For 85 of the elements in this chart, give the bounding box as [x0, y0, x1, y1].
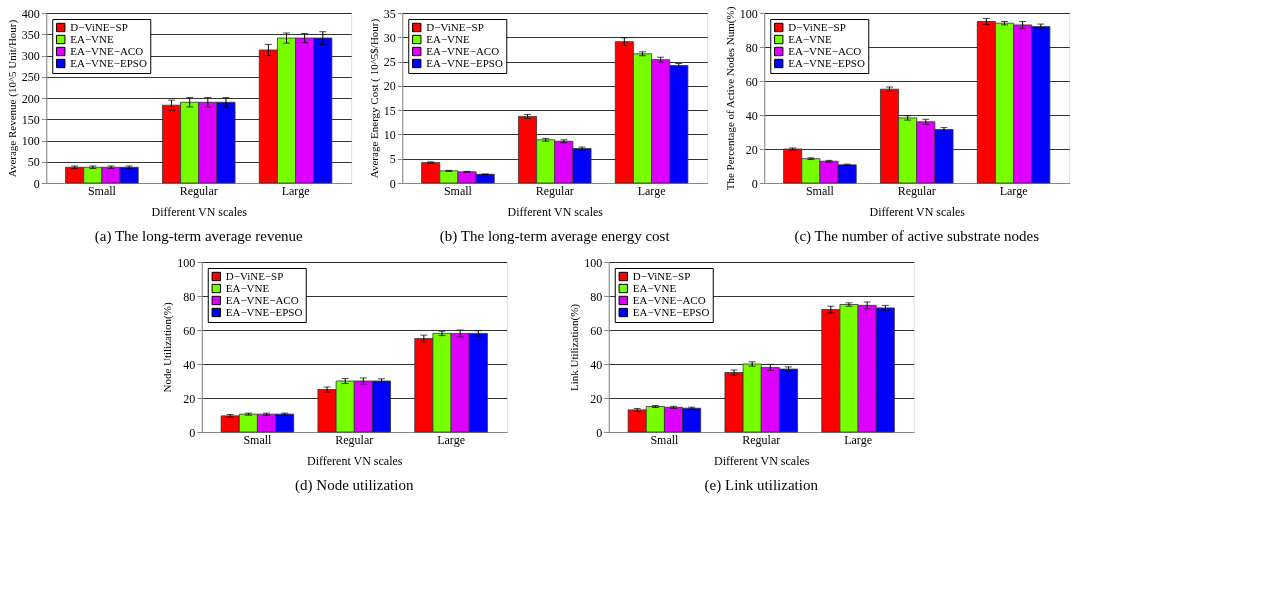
- y-tick-label: 100: [739, 6, 758, 21]
- legend-label: EA−VNE: [70, 32, 114, 45]
- y-tick-label: 150: [21, 112, 40, 127]
- legend-label: EA−VNE−ACO: [632, 293, 706, 306]
- x-axis-title: Different VN scales: [869, 204, 966, 219]
- y-tick-label: 0: [596, 425, 603, 440]
- legend-label: EA−VNE−ACO: [225, 293, 299, 306]
- legend-label: EA−VNE−ACO: [788, 44, 862, 57]
- y-tick-label: 60: [183, 323, 196, 338]
- legend-label: EA−VNE−EPSO: [70, 56, 147, 69]
- y-tick-label: 350: [21, 27, 40, 42]
- legend-label: D−ViNE−SP: [788, 20, 846, 33]
- y-tick-label: 20: [745, 142, 758, 157]
- legend-label: EA−VNE−EPSO: [788, 56, 865, 69]
- x-tick-label: Small: [87, 183, 117, 198]
- y-tick-label: 20: [383, 79, 396, 94]
- y-axis-title: Link Utilization(%): [568, 303, 582, 392]
- legend-label: EA−VNE−ACO: [426, 44, 500, 57]
- y-tick-label: 40: [183, 357, 196, 372]
- text: (e) Link utilization: [704, 477, 819, 494]
- x-axis-title: Different VN scales: [507, 204, 604, 219]
- y-tick-label: 200: [21, 91, 40, 106]
- y-tick-label: 50: [27, 155, 40, 170]
- y-axis-title: The Percentage of Active Nodes Num(%): [723, 6, 737, 191]
- legend-label: D−ViNE−SP: [426, 20, 484, 33]
- y-tick-label: 20: [183, 391, 196, 406]
- x-tick-label: Regular: [742, 432, 781, 447]
- y-tick-label: 40: [590, 357, 603, 372]
- y-tick-label: 80: [590, 289, 603, 304]
- x-tick-label: Small: [443, 183, 473, 198]
- y-axis-title: Average Revenue (10^5 Unit/Hour): [5, 19, 19, 178]
- x-tick-label: Large: [637, 183, 666, 198]
- x-tick-label: Regular: [535, 183, 574, 198]
- x-tick-label: Regular: [335, 432, 374, 447]
- legend-label: EA−VNE−EPSO: [426, 56, 503, 69]
- y-tick-label: 60: [745, 74, 758, 89]
- x-tick-label: Large: [437, 432, 465, 447]
- y-tick-label: 25: [383, 55, 396, 70]
- y-tick-label: 0: [189, 425, 196, 440]
- x-tick-label: Regular: [897, 183, 936, 198]
- y-tick-label: 80: [745, 40, 758, 55]
- y-tick-label: 20: [590, 391, 603, 406]
- x-tick-label: Small: [805, 183, 835, 198]
- x-tick-label: Regular: [179, 183, 218, 198]
- y-tick-label: 300: [21, 49, 40, 63]
- x-tick-label: Small: [243, 432, 273, 447]
- y-tick-label: 250: [21, 70, 40, 85]
- y-tick-label: 60: [590, 323, 603, 338]
- x-axis-title: Different VN scales: [713, 453, 810, 468]
- x-tick-label: Large: [999, 183, 1028, 198]
- legend-label: EA−VNE−ACO: [70, 44, 144, 57]
- y-tick-label: 0: [33, 176, 40, 191]
- legend-label: EA−VNE: [225, 281, 270, 294]
- y-tick-label: 80: [183, 289, 196, 304]
- x-tick-label: Large: [844, 432, 872, 447]
- y-tick-label: 0: [751, 176, 758, 191]
- text: (b) The long-term average energy cost: [439, 228, 671, 245]
- y-axis-title: Average Energy Cost ( 10^5$/Hour): [367, 18, 381, 179]
- y-tick-label: 100: [177, 255, 196, 270]
- x-tick-label: Large: [281, 183, 310, 198]
- legend-label: D−ViNE−SP: [225, 269, 284, 282]
- legend-label: EA−VNE−EPSO: [632, 305, 710, 318]
- text: (d) Node utilization: [295, 477, 414, 494]
- x-tick-label: Small: [650, 432, 680, 447]
- text: (a) The long-term average revenue: [94, 228, 304, 245]
- y-tick-label: 100: [21, 134, 40, 148]
- x-axis-title: Different VN scales: [306, 453, 403, 468]
- legend-label: EA−VNE: [632, 281, 677, 294]
- text: (c) The number of active substrate nodes: [794, 228, 1040, 245]
- legend-label: EA−VNE: [788, 32, 832, 45]
- legend-label: EA−VNE−EPSO: [225, 305, 303, 318]
- y-tick-label: 40: [745, 108, 758, 123]
- legend-label: EA−VNE: [426, 32, 470, 45]
- y-tick-label: 100: [584, 255, 603, 270]
- legend-label: D−ViNE−SP: [70, 20, 128, 33]
- y-tick-label: 30: [383, 30, 396, 45]
- y-tick-label: 5: [389, 152, 396, 167]
- y-tick-label: 15: [383, 103, 396, 118]
- x-axis-title: Different VN scales: [151, 204, 248, 219]
- y-tick-label: 35: [383, 6, 396, 21]
- y-tick-label: 10: [383, 127, 396, 142]
- legend-label: D−ViNE−SP: [632, 269, 691, 282]
- y-tick-label: 400: [21, 6, 40, 21]
- y-axis-title: Node Utilization(%): [161, 302, 175, 393]
- y-tick-label: 0: [389, 176, 396, 191]
